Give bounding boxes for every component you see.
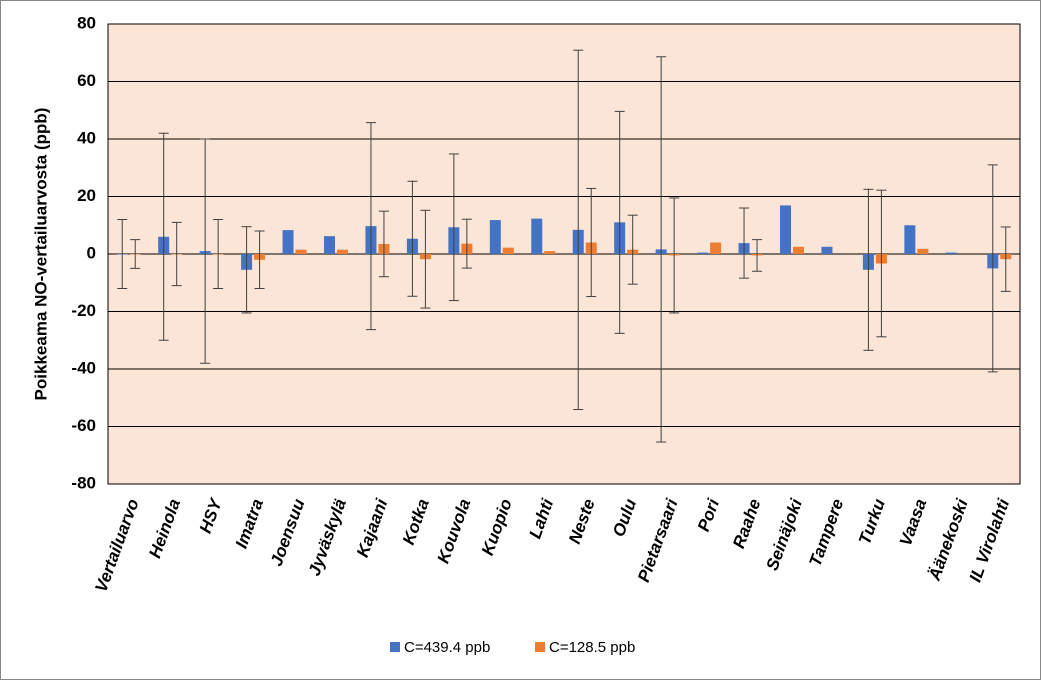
y-tick-label: -60 (71, 416, 96, 435)
y-axis-title: Poikkeama NO-vertailuarvosta (ppb) (31, 108, 50, 401)
bar (945, 252, 957, 254)
bar (793, 246, 804, 254)
plot-border (107, 23, 1021, 485)
bar (821, 246, 833, 254)
legend-label: C=439.4 ppb (404, 639, 490, 656)
bar (904, 225, 916, 254)
legend-label: C=128.5 ppb (549, 639, 635, 656)
legend-swatch (390, 642, 400, 652)
bar (710, 242, 722, 254)
y-tick-label: -20 (71, 301, 96, 320)
y-tick-label: 40 (77, 128, 96, 147)
bar (282, 230, 294, 254)
y-tick-label: -80 (71, 473, 96, 492)
bar (502, 247, 514, 254)
bar (531, 218, 543, 254)
bar (544, 251, 556, 254)
bar (780, 205, 791, 254)
legend-swatch (535, 642, 545, 652)
bar (324, 236, 335, 254)
bar (917, 248, 929, 254)
bar (489, 220, 501, 254)
y-tick-label: 20 (77, 186, 96, 205)
y-tick-label: 80 (77, 13, 96, 32)
bar (337, 249, 348, 254)
bar (295, 249, 307, 254)
y-tick-label: 0 (87, 243, 96, 262)
y-tick-label: 60 (77, 71, 96, 90)
bar (697, 252, 709, 254)
y-tick-label: -40 (71, 358, 96, 377)
